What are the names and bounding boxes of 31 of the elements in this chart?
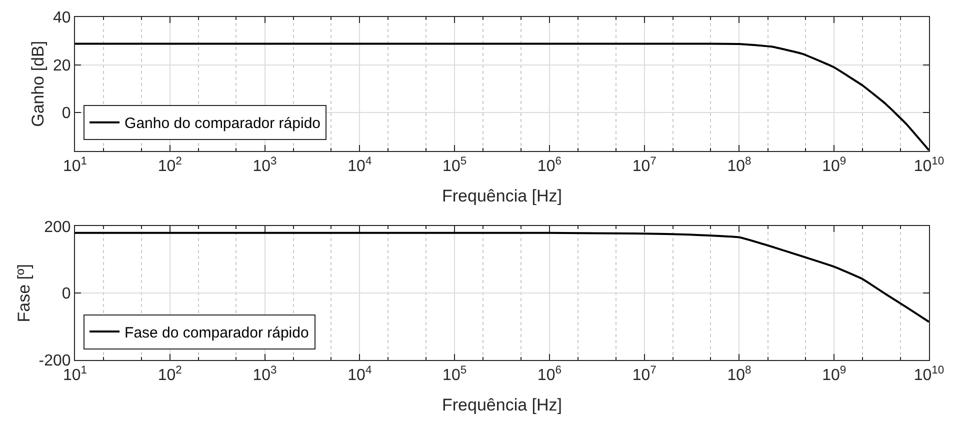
- y-tick-label: 200: [44, 218, 71, 236]
- y-axis-title: Ganho [dB]: [28, 40, 48, 127]
- x-tick-label: 10$^{2}$: [158, 364, 182, 384]
- y-tick-label: 20: [53, 57, 71, 74]
- x-tick-label: 10$^{10}$: [914, 364, 944, 384]
- x-tick-label: 10$^{2}$: [158, 155, 182, 175]
- y-tick-label: 0: [62, 286, 71, 303]
- x-tick-label: 10$^{9}$: [822, 364, 846, 384]
- x-tick-label: 10$^{6}$: [537, 155, 562, 175]
- x-tick-label: 10$^{3}$: [252, 364, 277, 384]
- x-tick-label: 10$^{3}$: [252, 155, 277, 175]
- x-tick-label: 10$^{7}$: [632, 155, 656, 175]
- x-tick-label: 10$^{10}$: [914, 155, 944, 175]
- x-tick-label: 10$^{5}$: [442, 155, 467, 175]
- y-tick-label: 0: [62, 105, 71, 122]
- legend-label: Fase do comparador rápido: [124, 324, 309, 342]
- y-tick-label: -200: [38, 352, 71, 370]
- y-axis-title: Fase [º]: [14, 264, 34, 322]
- x-tick-label: 10$^{6}$: [537, 364, 562, 384]
- y-tick-label: 40: [53, 10, 71, 27]
- x-tick-label: 10$^{7}$: [632, 364, 656, 384]
- x-axis-title: Frequência [Hz]: [442, 186, 562, 206]
- x-tick-label: 10$^{4}$: [348, 155, 372, 175]
- x-tick-label: 10$^{5}$: [442, 364, 467, 384]
- legend-label: Ganho do comparador rápido: [124, 115, 321, 132]
- x-tick-label: 10$^{8}$: [727, 364, 752, 384]
- x-tick-label: 10$^{4}$: [348, 364, 372, 384]
- x-axis-title: Frequência [Hz]: [442, 396, 562, 415]
- x-tick-label: 10$^{9}$: [822, 155, 846, 175]
- x-tick-label: 10$^{1}$: [62, 155, 88, 175]
- x-tick-label: 10$^{8}$: [727, 155, 752, 175]
